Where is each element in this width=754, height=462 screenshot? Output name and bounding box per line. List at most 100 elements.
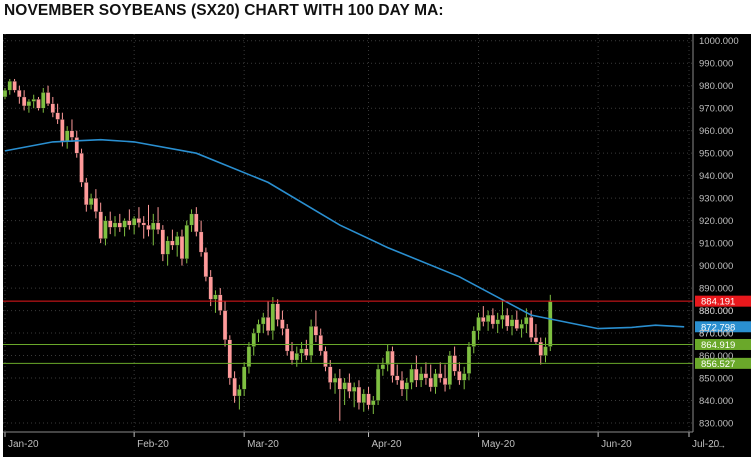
y-tick-label: 880.000 [699,306,733,317]
level-tag [695,338,751,350]
candle-body [127,220,132,226]
candle-body [36,99,41,109]
candle-body [471,330,476,347]
candle-body [299,348,304,354]
y-tick-label: 970.000 [699,104,733,115]
candle-body [117,222,122,228]
candle-body [337,377,342,390]
candle-body [55,112,60,120]
candle-body [179,236,185,260]
x-tick-label: Jul-20 [692,439,720,450]
candle-body [308,326,314,356]
scroll-arrows-icon: ←→ [708,440,726,450]
y-tick-label: 890.000 [699,284,733,295]
candle-body [275,303,280,320]
ma-line [4,138,685,330]
candle-body [433,373,438,388]
candle-body [21,96,27,107]
y-tick-label: 900.000 [699,261,733,272]
candle-body [404,382,409,390]
candle-body [256,323,261,334]
y-tick-label: 840.000 [699,396,733,407]
candle-body [462,373,467,381]
candle-body [136,218,142,224]
candle-body [31,99,36,102]
y-tick-label: 870.000 [699,329,733,340]
candle-body [418,373,424,381]
candle-body [208,276,213,300]
axis-layer: 830.000 840.000 850.000 860.000 870.000 880.0… [3,34,739,450]
x-tick-label: Apr-20 [372,439,402,450]
candle-body [318,335,323,352]
candle-body [428,377,433,388]
y-tick-label: 960.000 [699,126,733,137]
y-tick-label: 930.000 [699,194,733,205]
candle-body [495,319,500,325]
candle-body [332,377,338,383]
candle-body [60,119,65,143]
y-tick-label: 910.000 [699,239,733,250]
candle-body [347,382,352,392]
candle-body [447,355,452,385]
candle-body [476,317,481,331]
candle-layer [2,78,553,421]
candle-body [141,222,146,226]
candle-body [184,224,189,260]
candle-body [304,348,309,356]
candle-body [313,326,319,336]
candle-body [203,251,209,277]
level-tag [695,357,751,369]
candle-body [74,137,79,154]
candle-body [170,240,175,246]
candle-body [112,222,118,228]
candle-body [500,314,505,320]
y-tick-label: 920.000 [699,216,733,227]
candle-body [385,350,390,365]
level-tag-label: 872.798 [701,322,735,333]
candle-body [103,220,108,239]
candle-body [108,220,113,228]
candle-body [481,317,486,322]
level-tag [695,295,751,307]
candle-body [533,337,539,343]
candlestick-chart: 884.191 872.798 864.919 856.527 830.000 840.… [2,34,751,450]
candle-body [442,377,448,385]
y-tick-label: 940.000 [699,171,733,182]
x-tick-label: Mar-20 [247,439,279,450]
candle-body [457,371,462,381]
candle-body [543,346,548,356]
candle-body [93,197,99,212]
candle-body [2,90,8,98]
candle-body [165,240,170,255]
x-tick-label: Feb-20 [137,439,169,450]
candle-body [79,153,84,183]
candle-body [548,301,553,347]
y-tick-label: 860.000 [699,351,733,362]
candle-body [160,229,165,255]
grid-layer [3,34,693,432]
candle-body [146,224,151,230]
candle-body [485,314,491,322]
candle-body [371,400,376,406]
candle-body [352,386,357,392]
candle-body [232,377,237,397]
candle-body [7,81,12,91]
candle-body [45,92,51,104]
candle-body [189,213,194,226]
candle-body [529,317,534,338]
x-tick-label: Jun-20 [601,439,632,450]
candle-body [466,346,472,374]
candle-body [151,222,156,230]
level-tag-label: 864.919 [701,340,735,351]
candle-body [423,373,429,379]
candle-body [237,389,242,397]
candle-body [294,353,299,361]
candle-body [26,101,32,107]
candle-body [399,380,405,390]
candle-body [366,393,371,406]
candle-body [509,319,515,327]
candle-body [261,317,266,325]
candle-body [265,317,271,331]
candle-body [395,375,400,381]
y-tick-label: 870.000 [699,329,733,340]
